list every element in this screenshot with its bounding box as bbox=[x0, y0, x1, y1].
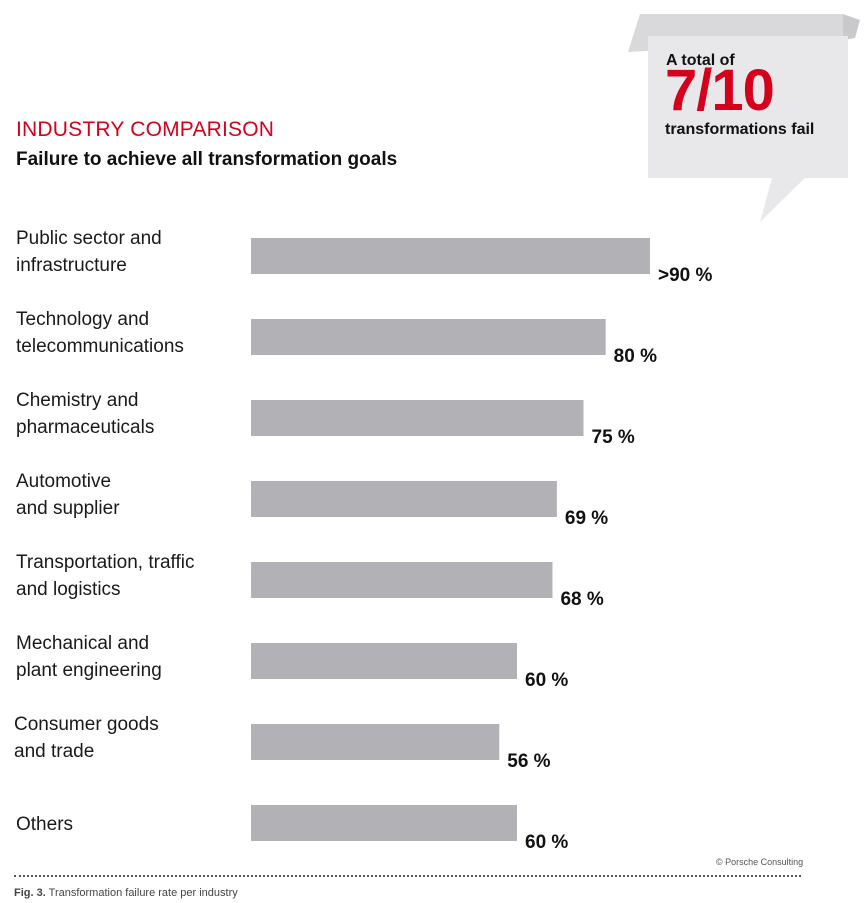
copyright-note: © Porsche Consulting bbox=[716, 857, 804, 867]
value-label: 69 % bbox=[565, 508, 608, 529]
figure-caption-text: Transformation failure rate per industry bbox=[45, 887, 238, 899]
callout-ribbon-fold bbox=[843, 14, 860, 40]
category-label: Mechanical and plant engineering bbox=[16, 633, 162, 681]
category-label-line: Consumer goods bbox=[14, 714, 159, 735]
bar bbox=[251, 238, 650, 274]
bar bbox=[251, 724, 500, 760]
category-label: Others bbox=[16, 814, 73, 835]
category-label-line: and trade bbox=[14, 741, 94, 762]
figure-caption-label: Fig. 3. bbox=[14, 887, 46, 899]
callout-post-text: transformations fail bbox=[665, 121, 815, 138]
value-label: 80 % bbox=[614, 346, 657, 367]
category-label-line: pharmaceuticals bbox=[16, 417, 154, 438]
figure-caption: Fig. 3. Transformation failure rate per … bbox=[14, 887, 238, 899]
bar-chart: Public sector and infrastructure >90 % Tech… bbox=[14, 228, 713, 853]
value-label: 75 % bbox=[592, 427, 635, 448]
callout-pre-text: A total of bbox=[666, 52, 735, 69]
chart-subheading: Failure to achieve all transformation go… bbox=[16, 149, 398, 170]
category-label: Consumer goods and trade bbox=[14, 714, 159, 762]
value-label: 60 % bbox=[525, 670, 568, 691]
value-label: 68 % bbox=[560, 589, 603, 610]
callout-big-number: 7/10 bbox=[665, 58, 775, 123]
category-label-line: infrastructure bbox=[16, 255, 127, 276]
category-label-line: and supplier bbox=[16, 498, 120, 519]
category-label-line: and logistics bbox=[16, 579, 121, 600]
bar bbox=[251, 805, 517, 841]
bar bbox=[251, 562, 553, 598]
category-label-line: Transportation, traffic bbox=[16, 552, 194, 573]
category-label-line: plant engineering bbox=[16, 660, 162, 681]
callout-ribbon-back bbox=[628, 14, 843, 52]
category-label: Automotive and supplier bbox=[16, 471, 120, 519]
bar bbox=[251, 481, 557, 517]
value-label: >90 % bbox=[658, 265, 713, 286]
category-label-line: Technology and bbox=[16, 309, 149, 330]
dotted-divider bbox=[14, 875, 801, 877]
category-label: Public sector and infrastructure bbox=[16, 228, 162, 276]
bar bbox=[251, 319, 606, 355]
value-label: 60 % bbox=[525, 832, 568, 853]
category-label-line: Chemistry and bbox=[16, 390, 139, 411]
category-label-line: Mechanical and bbox=[16, 633, 149, 654]
chart-heading: INDUSTRY COMPARISON bbox=[16, 118, 275, 141]
category-label-line: Automotive bbox=[16, 471, 111, 492]
category-label: Technology and telecommunications bbox=[16, 309, 184, 357]
category-label-line: Others bbox=[16, 814, 73, 835]
category-label-line: Public sector and bbox=[16, 228, 162, 249]
category-label: Chemistry and pharmaceuticals bbox=[16, 390, 154, 438]
bar bbox=[251, 400, 584, 436]
category-label: Transportation, traffic and logistics bbox=[16, 552, 194, 600]
value-label: 56 % bbox=[507, 751, 550, 772]
category-label-line: telecommunications bbox=[16, 336, 184, 357]
bar bbox=[251, 643, 517, 679]
